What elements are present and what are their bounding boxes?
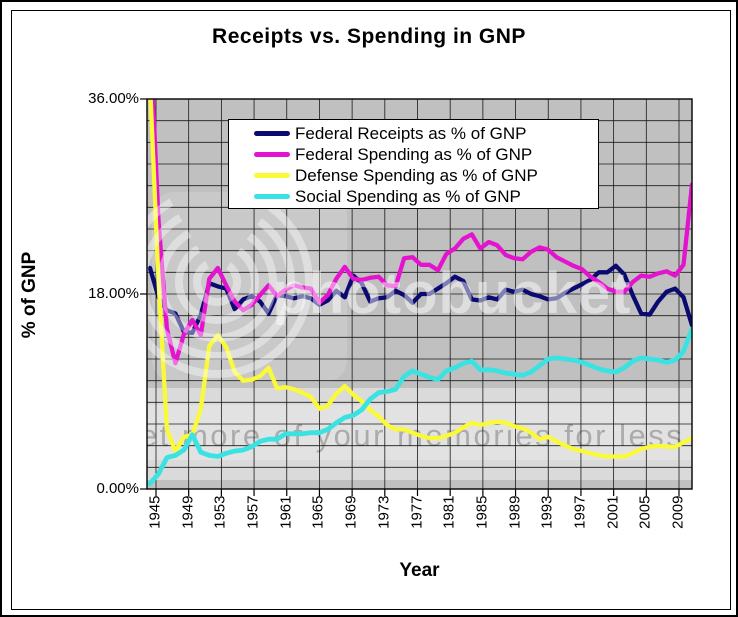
legend-line-swatch — [254, 131, 290, 136]
x-axis-title: Year — [399, 560, 440, 581]
series-line-2 — [150, 99, 692, 366]
x-tick-label: 1965 — [309, 495, 327, 529]
x-tick-label: 2001 — [604, 495, 622, 529]
legend-item: Federal Spending as % of GNP — [254, 144, 598, 165]
legend-label: Defense Spending as % of GNP — [295, 165, 538, 185]
x-tick-label: 1981 — [440, 495, 458, 529]
x-tick-label: 1985 — [473, 495, 491, 529]
series-line-3 — [148, 99, 692, 459]
x-tick-label: 1977 — [408, 495, 425, 529]
watermark-brand: photobucket — [273, 261, 632, 326]
x-tick-label: 1969 — [342, 495, 360, 529]
x-tick-label: 2005 — [636, 495, 654, 529]
legend-item: Federal Receipts as % of GNP — [254, 123, 598, 144]
series-line-4 — [147, 326, 692, 487]
legend-label: Social Spending as % of GNP — [295, 186, 521, 206]
x-tick-label: 1989 — [506, 495, 524, 529]
y-tick-label: 18.00% — [88, 285, 139, 302]
x-tick-label: 1973 — [375, 495, 393, 529]
x-tick-label: 1957 — [244, 495, 262, 529]
legend-line-swatch — [254, 173, 290, 178]
x-tick-label: 1945 — [146, 495, 164, 529]
legend-line-swatch — [254, 194, 290, 199]
x-tick-label: 1953 — [211, 495, 229, 529]
chart-title: Receipts vs. Spending in GNP — [212, 25, 526, 48]
series-line-1 — [147, 263, 692, 336]
legend-item: Social Spending as % of GNP — [254, 186, 598, 207]
legend-item: Defense Spending as % of GNP — [254, 165, 598, 186]
legend-label: Federal Receipts as % of GNP — [295, 123, 527, 143]
x-tick-label: 1997 — [571, 495, 589, 529]
y-tick-label: 0.00% — [96, 480, 139, 497]
x-tick-label: 2009 — [669, 495, 687, 529]
legend: Federal Receipts as % of GNP Federal Spen… — [228, 119, 599, 209]
legend-line-swatch — [254, 152, 290, 157]
y-axis-title: % of GNP — [19, 251, 40, 339]
x-tick-label: 1993 — [538, 495, 556, 529]
x-tick-label: 1949 — [179, 495, 197, 529]
x-tick-label: 1961 — [277, 495, 295, 529]
y-tick-label: 36.00% — [88, 90, 139, 107]
legend-label: Federal Spending as % of GNP — [295, 144, 533, 164]
